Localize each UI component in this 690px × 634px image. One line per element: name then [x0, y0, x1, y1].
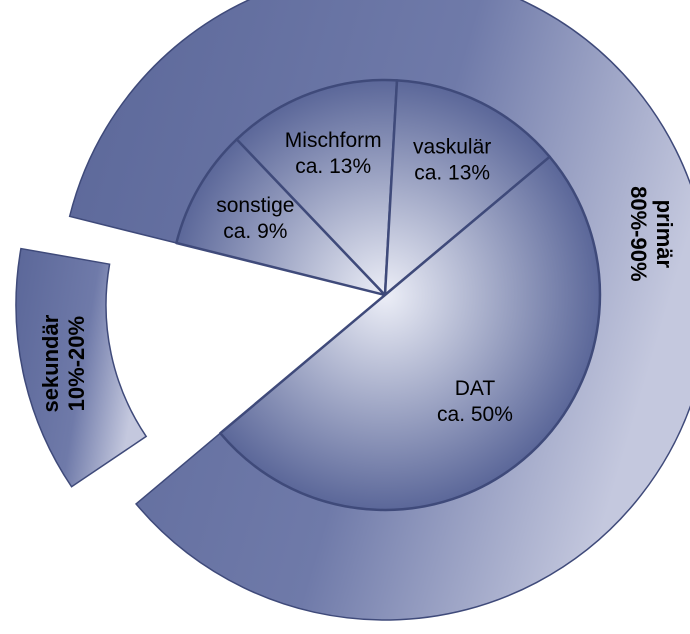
- outer-label: primär: [652, 200, 677, 269]
- slice-label: sonstige: [216, 194, 294, 217]
- pie-slice: [175, 138, 387, 297]
- slice-value-label: ca. 13%: [295, 155, 371, 178]
- outer-value-label: 80%-90%: [626, 186, 651, 281]
- pie-slice: [219, 155, 602, 512]
- slice-value-label: ca. 50%: [437, 403, 513, 426]
- outer-segment: [15, 247, 148, 488]
- pie-slice: [383, 79, 551, 297]
- outer-label-group: sekundär 10%-20%: [38, 314, 89, 412]
- pie-slice: [235, 78, 399, 297]
- outer-label: sekundär: [38, 314, 63, 412]
- outer-value-label: 10%-20%: [64, 316, 89, 411]
- slice-value-label: ca. 13%: [414, 161, 490, 184]
- slice-label: Mischform: [285, 129, 382, 152]
- slice-label: vaskulär: [413, 135, 491, 158]
- slice-value-label: ca. 9%: [223, 220, 287, 243]
- slice-label: DAT: [455, 377, 496, 400]
